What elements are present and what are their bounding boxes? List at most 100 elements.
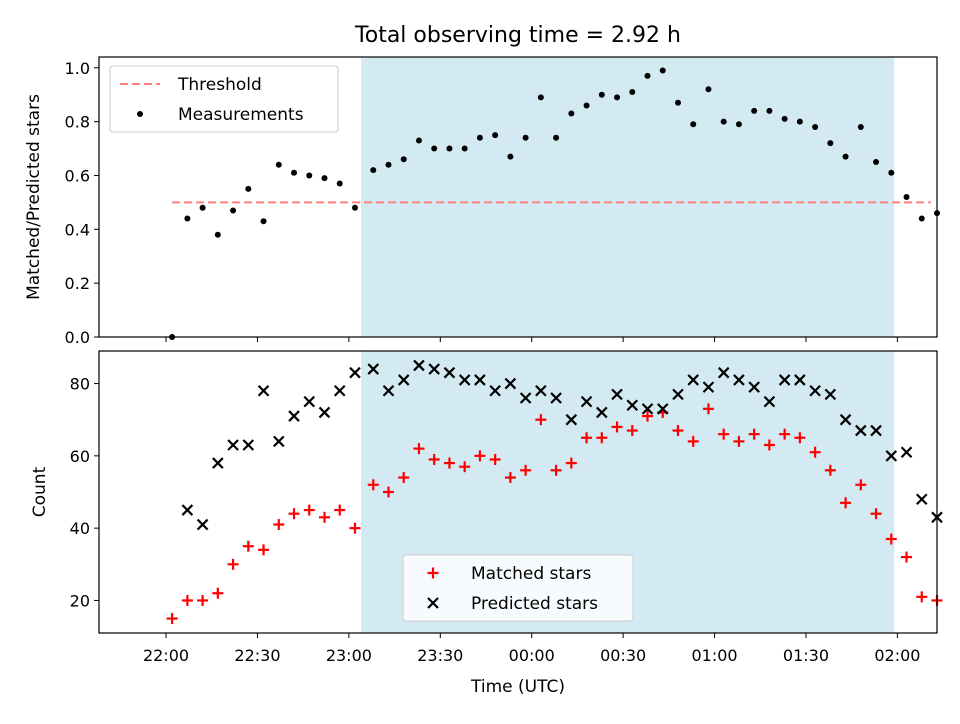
x-stroke-b [870, 424, 882, 437]
x-stroke-b [626, 399, 639, 412]
x-stroke-b [733, 374, 745, 386]
data-point [212, 587, 224, 599]
data-point [443, 366, 456, 379]
data-point [824, 388, 837, 401]
y-tick-label: 0.8 [65, 113, 90, 132]
bottom-panel: 20 40 60 80 22:00 22:30 23:00 23:30 00:00 00:30 01… [70, 350, 943, 665]
bottom-y-axis-label: Count [30, 466, 50, 517]
x-stroke-b [839, 413, 852, 426]
data-point [778, 374, 791, 386]
data-point [766, 107, 773, 114]
data-point [258, 544, 270, 556]
y-tick-label: 1.0 [65, 59, 90, 78]
data-point [857, 124, 864, 130]
data-point [492, 132, 499, 139]
data-point [458, 374, 471, 386]
legend-entry: Matched stars [427, 564, 591, 584]
data-point [733, 435, 745, 447]
y-tick-label: 0.4 [65, 220, 90, 239]
data-point [840, 497, 852, 509]
data-point [583, 102, 590, 109]
data-point [260, 218, 267, 225]
x-stroke-b [778, 374, 791, 386]
data-point [553, 134, 560, 141]
data-point [812, 124, 819, 130]
data-point [824, 464, 836, 476]
data-point [611, 421, 623, 433]
data-point [367, 363, 380, 375]
data-point [398, 472, 410, 484]
data-point [870, 508, 882, 520]
data-point [751, 107, 758, 114]
data-point [212, 457, 224, 469]
legend-label: Predicted stars [471, 594, 598, 614]
series-matched-stars [166, 403, 943, 625]
data-point [273, 435, 285, 448]
x-stroke-b [580, 395, 593, 408]
data-point [443, 457, 455, 469]
data-point [166, 613, 178, 625]
x-stroke-b [702, 381, 715, 393]
data-point [611, 388, 623, 401]
x-tick-label: 00:30 [600, 646, 646, 665]
data-point [873, 159, 880, 165]
x-stroke-b [809, 384, 821, 397]
x-stroke-b [273, 435, 285, 448]
x-stroke-b [794, 374, 806, 386]
data-point [413, 359, 425, 372]
data-point [748, 381, 760, 393]
data-point [507, 153, 514, 160]
data-point [181, 594, 193, 606]
data-point [644, 72, 651, 79]
top-y-axis-label: Matched/Predicted stars [24, 94, 44, 300]
data-point [763, 439, 775, 451]
data-point [230, 207, 237, 214]
data-point [809, 384, 821, 397]
data-point [504, 472, 516, 484]
x-stroke-b [824, 388, 837, 401]
legend-label: Measurements [178, 105, 304, 125]
data-point [687, 435, 699, 447]
data-point [735, 121, 742, 128]
x-tick-label: 22:00 [143, 646, 189, 665]
data-point [257, 384, 270, 397]
data-point [520, 464, 532, 476]
data-point [397, 374, 410, 386]
data-point [918, 215, 925, 222]
legend-marker-swatch [427, 597, 439, 609]
x-stroke-b [443, 366, 456, 379]
x-stroke-b [763, 395, 776, 408]
y-tick-label: 0.2 [65, 274, 90, 293]
data-point [763, 395, 776, 408]
data-point [690, 121, 697, 128]
data-point [809, 446, 821, 458]
data-point [336, 180, 343, 187]
data-point [674, 99, 681, 106]
x-tick-label: 22:30 [234, 646, 280, 665]
data-point [273, 519, 285, 531]
legend-label: Threshold [177, 75, 262, 95]
x-stroke-b [915, 493, 928, 506]
data-point [842, 153, 849, 160]
data-point [672, 388, 684, 401]
data-point [717, 366, 730, 379]
data-point [196, 518, 209, 531]
data-point [733, 374, 745, 386]
data-point [370, 167, 377, 174]
data-point [522, 134, 529, 141]
x-stroke-b [519, 392, 532, 404]
x-stroke-b [303, 395, 316, 408]
x-stroke-b [333, 384, 346, 397]
data-point [288, 508, 300, 520]
data-point [489, 453, 501, 465]
data-point [227, 558, 239, 570]
data-point [672, 425, 684, 437]
data-point [855, 424, 867, 437]
x-stroke-b [428, 363, 440, 375]
x-stroke-b [349, 366, 361, 379]
data-point [385, 161, 392, 168]
series-measurements [169, 67, 925, 340]
data-point [718, 428, 730, 440]
legend-box [109, 65, 339, 133]
